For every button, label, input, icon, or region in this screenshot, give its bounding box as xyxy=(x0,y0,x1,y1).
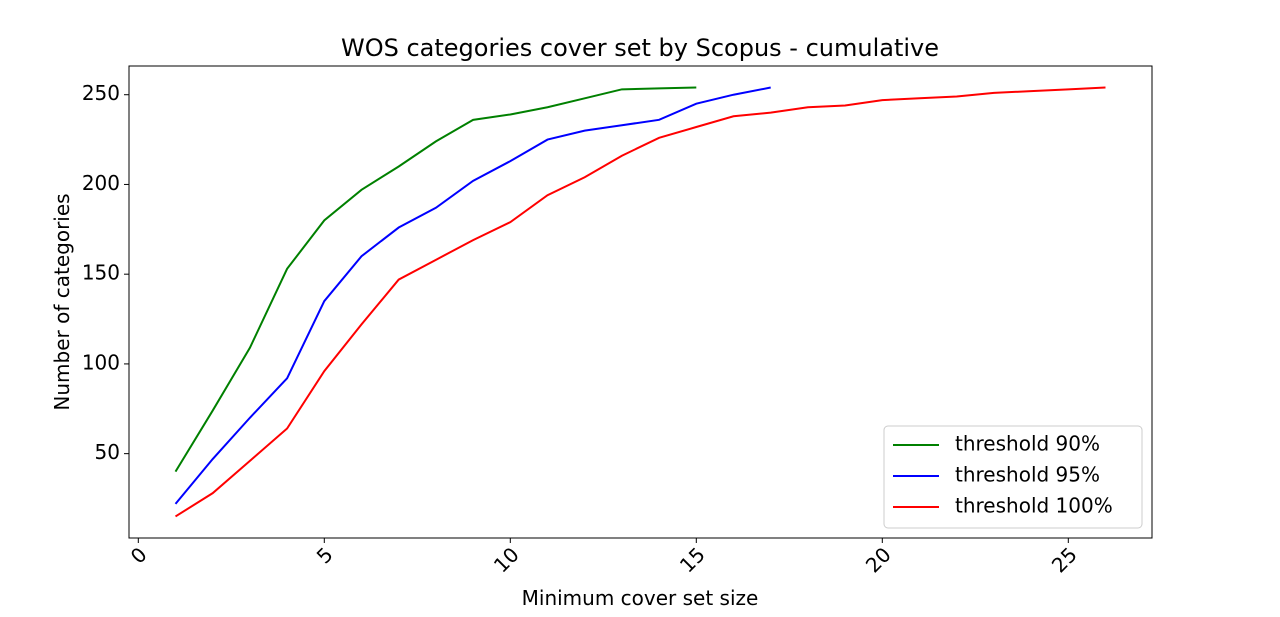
y-tick-label: 100 xyxy=(82,350,120,374)
chart-title: WOS categories cover set by Scopus - cum… xyxy=(341,34,939,62)
x-tick-label: 15 xyxy=(675,542,710,577)
legend-label: threshold 100% xyxy=(955,494,1113,518)
y-tick-label: 250 xyxy=(82,81,120,105)
data-line xyxy=(174,86,771,505)
data-line xyxy=(174,86,1106,518)
x-tick-label: 5 xyxy=(312,542,338,568)
x-tick-label: 20 xyxy=(861,542,896,577)
y-tick-label: 50 xyxy=(95,440,120,464)
y-axis-label: Number of categories xyxy=(50,193,74,410)
y-tick-label: 150 xyxy=(82,261,120,285)
legend-box xyxy=(883,425,1143,529)
x-axis-label: Minimum cover set size xyxy=(522,586,759,610)
data-line xyxy=(174,86,697,473)
legend-label: threshold 90% xyxy=(955,432,1100,456)
legend-label: threshold 95% xyxy=(955,463,1100,487)
x-tick-label: 10 xyxy=(489,542,524,577)
plot-frame xyxy=(128,65,1153,539)
y-tick-label: 200 xyxy=(82,171,120,195)
x-tick-label: 0 xyxy=(126,542,152,568)
x-tick-label: 25 xyxy=(1047,542,1082,577)
